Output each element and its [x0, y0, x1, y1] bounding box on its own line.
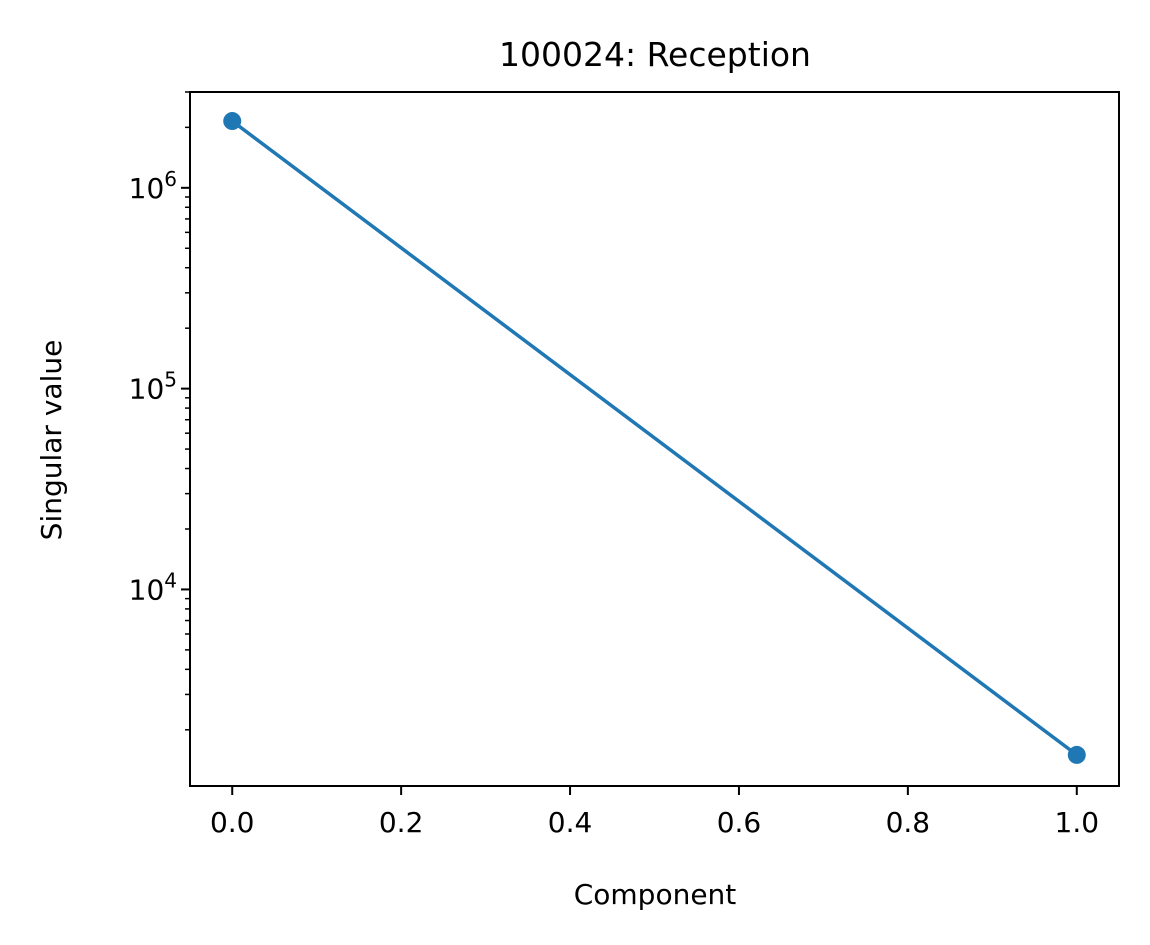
chart-title: 100024: Reception	[499, 35, 811, 74]
y-tick-label: 105	[129, 368, 177, 406]
x-tick-label: 1.0	[1055, 806, 1100, 839]
axes-frame	[189, 91, 1120, 787]
x-tick-label: 0.4	[548, 806, 593, 839]
x-axis-label: Component	[574, 878, 737, 911]
data-point	[1067, 745, 1086, 764]
data-point	[223, 112, 242, 131]
series-line	[231, 119, 1078, 757]
y-tick-label: 104	[129, 568, 177, 606]
x-tick-label: 0.8	[886, 806, 931, 839]
y-axis-label: Singular value	[35, 340, 68, 541]
x-tick-label: 0.0	[210, 806, 255, 839]
x-tick-label: 0.2	[379, 806, 424, 839]
y-tick-label: 106	[129, 167, 177, 205]
plot-area: 0.0 0.2 0.4 0.6 0.8 1.0 104 105 106	[129, 91, 1120, 839]
x-tick-label: 0.6	[717, 806, 762, 839]
